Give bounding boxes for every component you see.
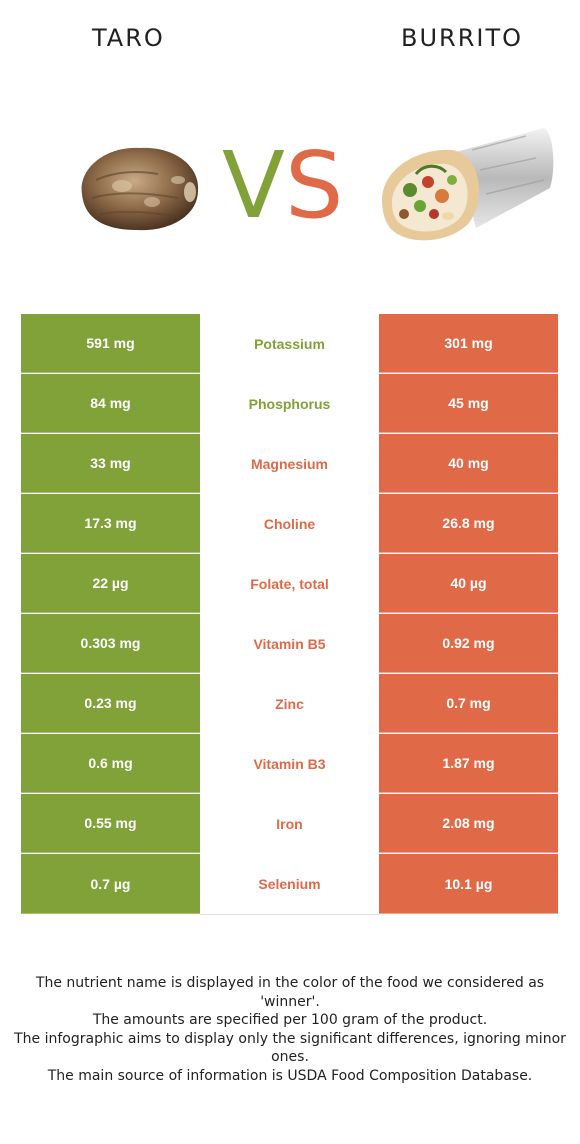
left-food-value: 0.7 µg xyxy=(21,854,200,914)
left-food-title: TARO xyxy=(92,24,165,52)
table-row: 0.23 mg Zinc 0.7 mg xyxy=(21,674,558,734)
left-food-value: 591 mg xyxy=(21,314,200,373)
nutrient-name: Vitamin B5 xyxy=(200,614,379,673)
right-food-value: 40 µg xyxy=(379,554,558,613)
right-food-value: 0.92 mg xyxy=(379,614,558,673)
left-food-value: 84 mg xyxy=(21,374,200,433)
table-row: 33 mg Magnesium 40 mg xyxy=(21,434,558,494)
right-food-value: 1.87 mg xyxy=(379,734,558,793)
table-row: 591 mg Potassium 301 mg xyxy=(21,314,558,374)
table-row: 0.55 mg Iron 2.08 mg xyxy=(21,794,558,854)
comparison-header: TARO BURRITO VS xyxy=(0,0,580,300)
nutrient-name: Potassium xyxy=(200,314,379,373)
footnote-winner: The nutrient name is displayed in the co… xyxy=(35,975,545,1010)
nutrient-name: Iron xyxy=(200,794,379,853)
table-row: 0.303 mg Vitamin B5 0.92 mg xyxy=(21,614,558,674)
right-food-value: 45 mg xyxy=(379,374,558,433)
table-row: 0.6 mg Vitamin B3 1.87 mg xyxy=(21,734,558,794)
left-food-value: 0.55 mg xyxy=(21,794,200,853)
table-row: 0.7 µg Selenium 10.1 µg xyxy=(21,854,558,914)
left-food-value: 33 mg xyxy=(21,434,200,493)
right-food-value: 40 mg xyxy=(379,434,558,493)
right-food-value: 0.7 mg xyxy=(379,674,558,733)
footnote-differences: The infographic aims to display only the… xyxy=(14,1030,566,1066)
right-food-value: 2.08 mg xyxy=(379,794,558,853)
burrito-image xyxy=(382,128,554,241)
nutrient-comparison-table: 591 mg Potassium 301 mg 84 mg Phosphorus 45 m… xyxy=(21,314,558,914)
left-food-value: 0.303 mg xyxy=(21,614,200,673)
footnote-source: The main source of information is USDA F… xyxy=(47,1067,533,1084)
taro-image xyxy=(81,147,199,231)
right-food-value: 301 mg xyxy=(379,314,558,373)
right-food-value: 10.1 µg xyxy=(379,854,558,914)
nutrient-name: Phosphorus xyxy=(200,374,379,433)
left-food-value: 0.6 mg xyxy=(21,734,200,793)
right-food-value: 26.8 mg xyxy=(379,494,558,553)
nutrient-name: Magnesium xyxy=(200,434,379,493)
table-row: 17.3 mg Choline 26.8 mg xyxy=(21,494,558,554)
nutrient-name: Selenium xyxy=(200,854,379,914)
table-row: 22 µg Folate, total 40 µg xyxy=(21,554,558,614)
right-food-title: BURRITO xyxy=(401,24,524,52)
nutrient-name: Zinc xyxy=(200,674,379,733)
left-food-value: 22 µg xyxy=(21,554,200,613)
nutrient-name: Folate, total xyxy=(200,554,379,613)
table-row: 84 mg Phosphorus 45 mg xyxy=(21,374,558,434)
left-food-value: 0.23 mg xyxy=(21,674,200,733)
footnotes: The nutrient name is displayed in the co… xyxy=(10,974,570,1085)
table-bottom-divider xyxy=(200,914,379,915)
nutrient-name: Choline xyxy=(200,494,379,553)
vs-label: VS xyxy=(222,132,344,239)
nutrient-name: Vitamin B3 xyxy=(200,734,379,793)
left-food-value: 17.3 mg xyxy=(21,494,200,553)
footnote-amounts: The amounts are specified per 100 gram o… xyxy=(92,1012,488,1028)
